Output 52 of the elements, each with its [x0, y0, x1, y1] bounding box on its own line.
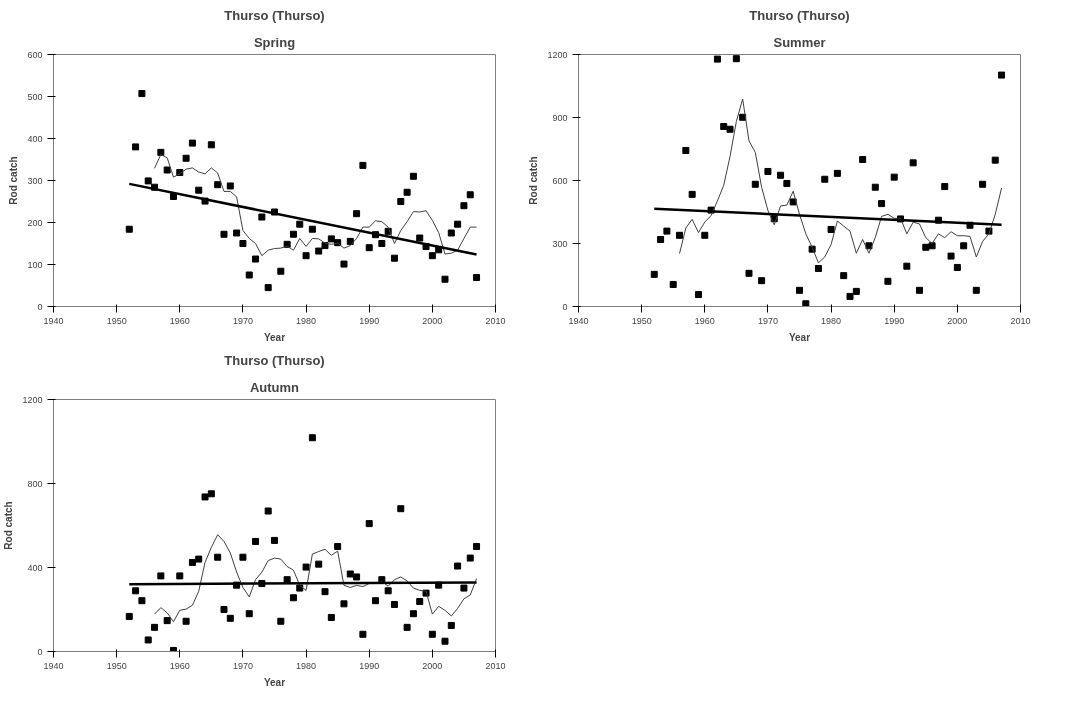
x-tick-label: 1950 [106, 660, 127, 671]
chart-subtitle: Summer [773, 34, 826, 50]
x-tick-label: 2000 [422, 660, 443, 671]
x-axis-title: Year [788, 331, 811, 343]
y-tick-label: 900 [552, 112, 568, 123]
x-axis-title: Year [263, 331, 286, 343]
x-tick-label: 1950 [631, 315, 652, 326]
y-tick-label: 400 [27, 133, 43, 144]
y-tick-label: 500 [27, 91, 43, 102]
x-tick-label: 1970 [757, 315, 778, 326]
y-axis-title: Rod catch [528, 156, 540, 205]
y-tick-label: 0 [37, 301, 43, 312]
y-tick-label: 100 [27, 259, 43, 270]
y-tick-label: 300 [552, 238, 568, 249]
y-tick-label: 1200 [547, 49, 568, 60]
chart-subtitle: Spring [253, 34, 296, 50]
x-tick-label: 1960 [169, 660, 190, 671]
y-axis-title: Rod catch [3, 501, 15, 550]
x-tick-label: 1940 [568, 315, 589, 326]
x-tick-label: 1980 [296, 315, 317, 326]
y-tick-label: 600 [552, 175, 568, 186]
y-tick-label: 300 [27, 175, 43, 186]
chart-title: Thurso (Thurso) [224, 352, 325, 368]
x-tick-label: 1940 [43, 660, 64, 671]
x-axis-title: Year [263, 676, 286, 688]
y-tick-label: 0 [562, 301, 568, 312]
x-tick-label: 1990 [884, 315, 905, 326]
chart-title: Thurso (Thurso) [224, 7, 325, 23]
x-tick-label: 1950 [106, 315, 127, 326]
x-tick-label: 1970 [232, 660, 253, 671]
y-tick-label: 600 [27, 49, 43, 60]
x-tick-label: 1940 [43, 315, 64, 326]
x-tick-label: 1960 [169, 315, 190, 326]
y-axis-title: Rod catch [8, 156, 20, 205]
x-tick-label: 1970 [232, 315, 253, 326]
x-tick-label: 1990 [359, 660, 380, 671]
x-tick-label: 1960 [694, 315, 715, 326]
x-tick-label: 2010 [485, 315, 506, 326]
y-tick-label: 0 [37, 646, 43, 657]
x-tick-label: 2000 [947, 315, 968, 326]
x-tick-label: 1980 [821, 315, 842, 326]
x-tick-label: 1990 [359, 315, 380, 326]
chart-subtitle: Autumn [249, 379, 300, 395]
y-tick-label: 1200 [22, 394, 43, 405]
y-tick-label: 400 [27, 562, 43, 573]
x-tick-label: 1980 [296, 660, 317, 671]
x-tick-label: 2010 [485, 660, 506, 671]
chart-title: Thurso (Thurso) [749, 7, 850, 23]
y-tick-label: 800 [27, 478, 43, 489]
y-tick-label: 200 [27, 217, 43, 228]
x-tick-label: 2000 [422, 315, 443, 326]
x-tick-label: 2010 [1010, 315, 1031, 326]
